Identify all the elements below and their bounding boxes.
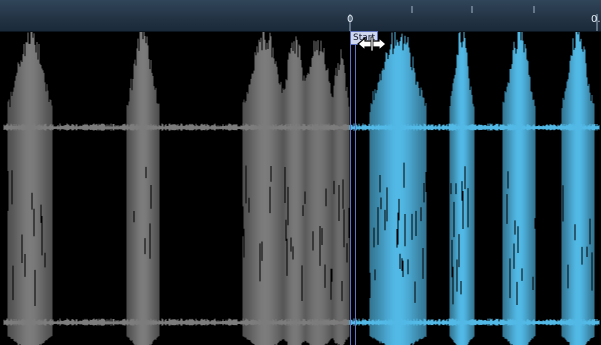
start-marker-line[interactable]	[350, 32, 351, 345]
ruler-label-end: 0.5	[591, 14, 601, 25]
ruler-ticks	[349, 6, 598, 31]
horizontal-resize-icon	[357, 36, 387, 52]
ruler-label-start: 0	[347, 14, 354, 25]
waveform-display[interactable]	[0, 32, 601, 345]
waveform-svg	[3, 32, 600, 345]
playhead-line[interactable]	[355, 32, 356, 345]
timeline-ruler[interactable]: 0 0.5	[0, 0, 601, 32]
